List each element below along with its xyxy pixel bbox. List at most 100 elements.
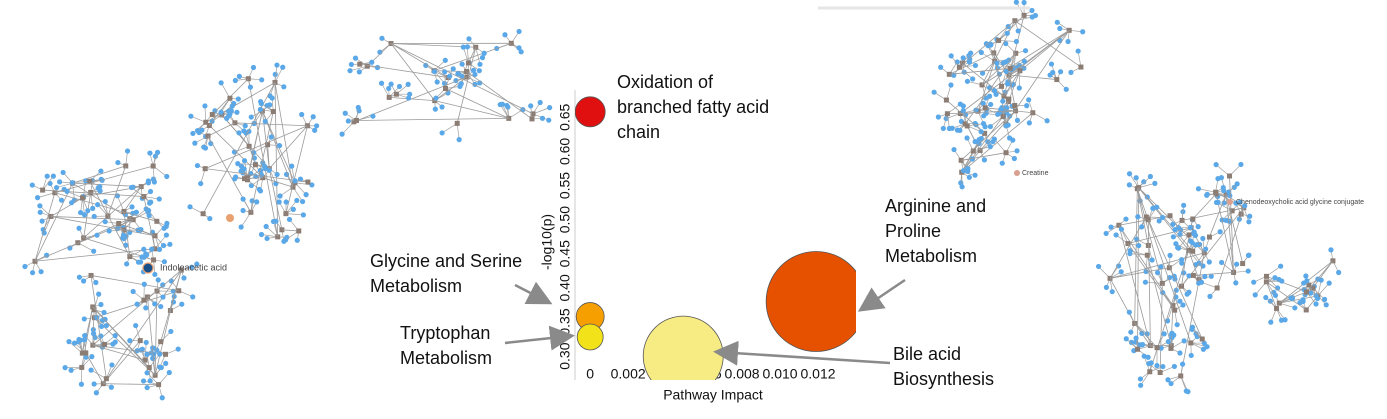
edge xyxy=(285,213,304,216)
node xyxy=(938,64,944,70)
node xyxy=(995,111,1001,117)
edge xyxy=(1138,183,1155,188)
edge xyxy=(144,342,147,361)
node xyxy=(1208,273,1214,279)
node xyxy=(1292,305,1298,311)
hub xyxy=(443,85,449,91)
node xyxy=(539,115,546,121)
node xyxy=(167,241,173,247)
node xyxy=(248,114,254,120)
node xyxy=(141,281,147,287)
node xyxy=(1168,380,1174,387)
node xyxy=(964,78,971,84)
edge xyxy=(1130,250,1148,256)
node xyxy=(433,95,439,101)
edge xyxy=(72,183,75,201)
hub xyxy=(270,109,276,115)
node xyxy=(1174,322,1180,328)
node xyxy=(163,360,169,367)
node xyxy=(22,263,28,270)
edge xyxy=(72,180,90,184)
edge xyxy=(207,122,236,137)
node xyxy=(1263,294,1269,301)
edge xyxy=(456,47,477,124)
edge xyxy=(83,186,142,239)
node xyxy=(276,143,283,149)
node xyxy=(1200,235,1206,242)
node xyxy=(1118,226,1125,232)
node xyxy=(94,232,100,238)
node xyxy=(150,355,156,361)
node xyxy=(218,80,224,86)
node xyxy=(991,136,997,142)
annotation: Arginine and xyxy=(885,196,986,216)
node xyxy=(69,180,75,186)
bubble-chart: 0.30 0.35 0.40 0.45 0.50 0.55 0.60 0.65 0 0.002 0.… xyxy=(370,72,994,403)
node xyxy=(1282,317,1288,323)
node xyxy=(90,205,96,211)
hub xyxy=(1199,336,1205,342)
node xyxy=(163,223,169,229)
node xyxy=(1128,329,1134,335)
hub xyxy=(1172,307,1178,313)
edge xyxy=(1007,68,1011,85)
node xyxy=(34,195,41,201)
edge xyxy=(160,270,182,342)
node xyxy=(991,88,998,94)
hub xyxy=(351,119,357,125)
y-tick-label: 0.35 xyxy=(557,308,573,335)
node xyxy=(147,378,153,384)
node xyxy=(233,174,239,180)
hub xyxy=(241,176,247,182)
node xyxy=(187,204,193,210)
node xyxy=(528,103,534,109)
node xyxy=(1326,280,1332,286)
edge xyxy=(949,67,1011,75)
hub xyxy=(1213,189,1219,195)
edge xyxy=(90,369,107,379)
node xyxy=(964,135,970,141)
node xyxy=(1161,331,1167,337)
node xyxy=(254,199,260,205)
node xyxy=(432,106,438,112)
node xyxy=(516,45,522,51)
node xyxy=(986,85,993,91)
edge xyxy=(117,195,125,212)
node-label: Chenodeoxycholic acid glycine conjugate xyxy=(1236,199,1364,206)
node xyxy=(1171,363,1178,370)
node xyxy=(547,105,553,111)
node xyxy=(978,129,984,135)
node xyxy=(140,378,147,384)
edge xyxy=(962,110,968,126)
hub xyxy=(1168,345,1174,351)
edge xyxy=(202,82,276,214)
node xyxy=(342,110,348,116)
edge xyxy=(1190,342,1208,348)
node xyxy=(1177,350,1183,356)
edge xyxy=(123,211,131,257)
arrow xyxy=(504,325,575,351)
hub xyxy=(1167,213,1173,219)
node xyxy=(1227,193,1233,199)
hub xyxy=(1229,208,1235,214)
node xyxy=(1198,279,1205,285)
node xyxy=(1003,40,1009,47)
edge xyxy=(960,110,1016,161)
edge xyxy=(92,306,150,368)
node xyxy=(94,314,100,321)
node xyxy=(190,294,196,300)
edge xyxy=(1225,194,1234,273)
node xyxy=(1014,148,1020,154)
node xyxy=(439,130,445,136)
node xyxy=(1193,242,1199,248)
node xyxy=(504,102,510,109)
annotation: branched fatty acid xyxy=(617,97,769,117)
annotation: Glycine and Serine xyxy=(370,251,522,271)
node xyxy=(147,188,154,195)
node xyxy=(141,246,147,252)
hub xyxy=(1310,285,1316,291)
hub xyxy=(1306,282,1312,288)
edge xyxy=(998,40,1017,42)
edge xyxy=(979,110,1016,151)
edge xyxy=(1134,323,1158,348)
